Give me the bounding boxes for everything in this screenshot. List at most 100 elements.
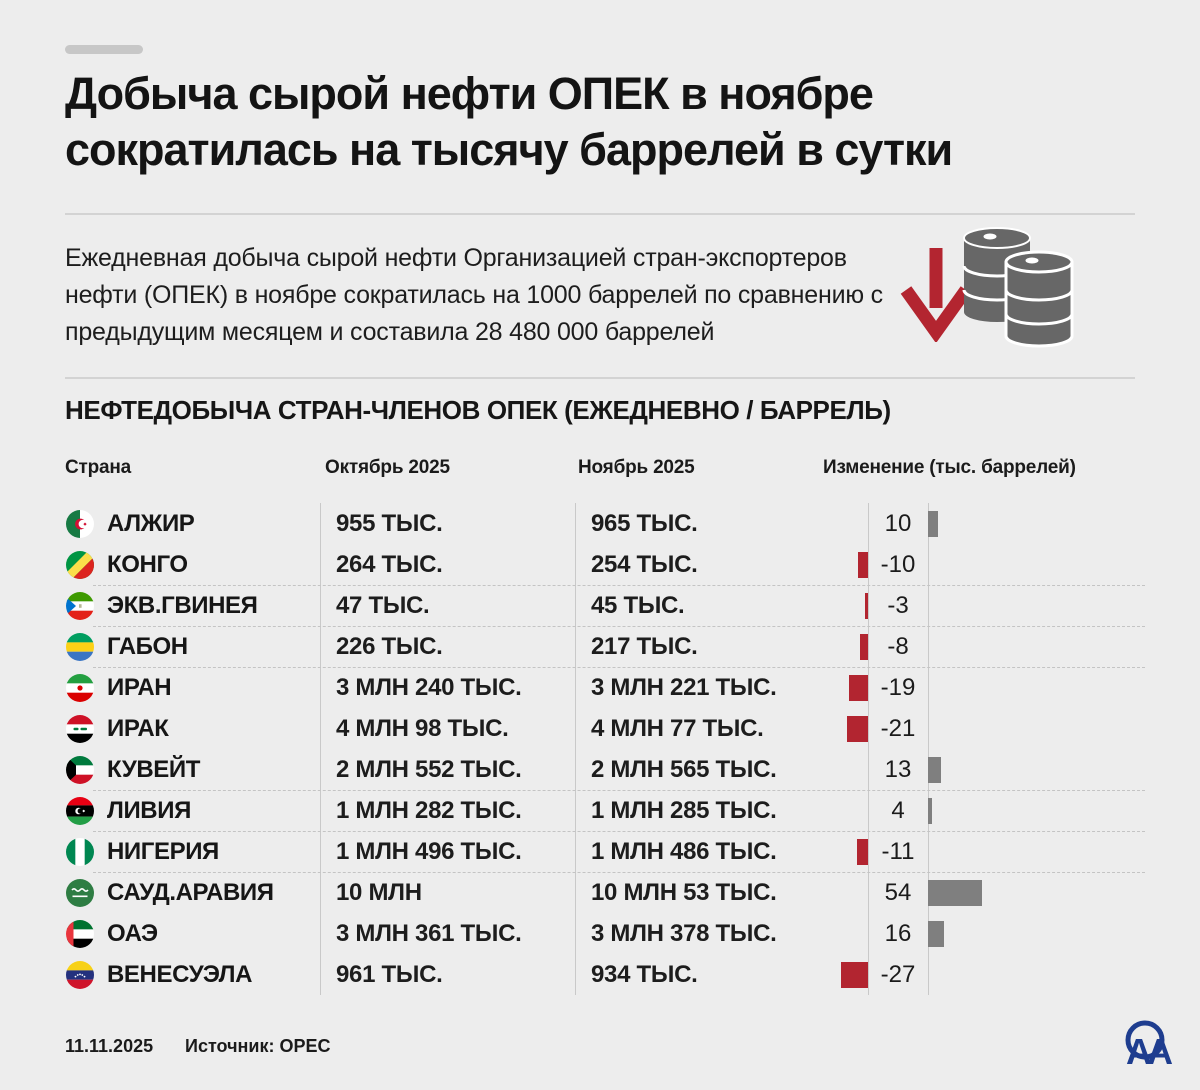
flag-venezuela-icon: [66, 960, 94, 989]
country-cell: ЛИВИЯ: [65, 796, 320, 825]
change-cell: -19: [830, 667, 1135, 708]
change-cell: -3: [830, 585, 1135, 626]
change-axis-line-negative: [868, 503, 869, 995]
change-axis-line-positive: [928, 503, 929, 995]
country-cell: ИРАН: [65, 673, 320, 702]
flag-equatorial-guinea-icon: [66, 591, 94, 620]
october-value: 47 ТЫС.: [336, 591, 430, 619]
column-header-change: Изменение (тыс. баррелей): [823, 457, 1076, 478]
flag-algeria-icon: [66, 509, 94, 538]
change-value: 10: [884, 509, 912, 537]
column-separator-line: [320, 503, 321, 995]
change-bar: [928, 879, 982, 906]
country-name: ИРАН: [107, 673, 172, 701]
flag-nigeria-icon: [66, 837, 94, 866]
flag-uae-icon: [66, 919, 94, 948]
divider-middle: [65, 377, 1135, 379]
november-value: 934 ТЫС.: [591, 960, 698, 988]
country-name: ОАЭ: [107, 919, 158, 947]
october-value: 10 МЛН: [336, 878, 422, 906]
country-cell: САУД.АРАВИЯ: [65, 878, 320, 907]
flag-congo-icon: [66, 550, 94, 579]
source-label: Источник: OPEC: [185, 1036, 331, 1056]
country-name: КОНГО: [107, 550, 188, 578]
country-cell: ГАБОН: [65, 632, 320, 661]
flag-iraq-icon: [66, 714, 94, 743]
flag-saudi-arabia-icon: [66, 878, 94, 907]
anadolu-agency-logo: AA: [1113, 1018, 1178, 1077]
table-row: ОАЭ 3 МЛН 361 ТЫС. 3 МЛН 378 ТЫС. 16: [65, 913, 1135, 954]
november-value: 3 МЛН 221 ТЫС.: [591, 673, 777, 701]
change-value: 54: [884, 878, 912, 906]
change-bar: [928, 797, 932, 824]
table-row: САУД.АРАВИЯ 10 МЛН 10 МЛН 53 ТЫС. 54: [65, 872, 1135, 913]
october-value: 264 ТЫС.: [336, 550, 443, 578]
country-name: САУД.АРАВИЯ: [107, 878, 274, 906]
change-bar: [865, 592, 868, 619]
country-name: АЛЖИР: [107, 509, 195, 537]
country-name: КУВЕЙТ: [107, 755, 201, 783]
column-header-november: Ноябрь 2025: [578, 457, 695, 478]
change-value: -10: [880, 550, 916, 578]
october-value: 226 ТЫС.: [336, 632, 443, 660]
change-bar: [841, 961, 868, 988]
flag-iran-icon: [66, 673, 94, 702]
country-name: ЛИВИЯ: [107, 796, 191, 824]
october-value: 1 МЛН 282 ТЫС.: [336, 796, 522, 824]
change-cell: 16: [830, 913, 1135, 954]
table-row: ГАБОН 226 ТЫС. 217 ТЫС. -8: [65, 626, 1145, 668]
october-value: 961 ТЫС.: [336, 960, 443, 988]
november-value: 45 ТЫС.: [591, 591, 685, 619]
change-cell: 4: [830, 790, 1135, 831]
country-name: ИРАК: [107, 714, 169, 742]
country-cell: ЭКВ.ГВИНЕЯ: [65, 591, 320, 620]
change-cell: 54: [830, 872, 1135, 913]
change-value: 4: [891, 796, 905, 824]
october-value: 2 МЛН 552 ТЫС.: [336, 755, 522, 783]
section-title: НЕФТЕДОБЫЧА СТРАН-ЧЛЕНОВ ОПЕК (ЕЖЕДНЕВНО…: [65, 395, 891, 425]
october-value: 3 МЛН 240 ТЫС.: [336, 673, 522, 701]
table-row: НИГЕРИЯ 1 МЛН 496 ТЫС. 1 МЛН 486 ТЫС. -11: [65, 831, 1145, 873]
country-cell: АЛЖИР: [65, 509, 320, 538]
november-value: 2 МЛН 565 ТЫС.: [591, 755, 777, 783]
table-row: КУВЕЙТ 2 МЛН 552 ТЫС. 2 МЛН 565 ТЫС. 13: [65, 749, 1145, 791]
change-bar: [928, 920, 944, 947]
flag-libya-icon: [66, 796, 94, 825]
change-bar: [847, 715, 868, 742]
october-value: 955 ТЫС.: [336, 509, 443, 537]
november-value: 1 МЛН 486 ТЫС.: [591, 837, 777, 865]
change-cell: -10: [830, 544, 1135, 585]
lead-paragraph: Ежедневная добыча сырой нефти Организаци…: [65, 244, 883, 346]
table-body: АЛЖИР 955 ТЫС. 965 ТЫС. 10 КОНГО 264 ТЫС. 254 …: [65, 503, 1145, 995]
table-row: ИРАК 4 МЛН 98 ТЫС. 4 МЛН 77 ТЫС. -21: [65, 708, 1135, 749]
change-bar: [858, 551, 868, 578]
table-row: ВЕНЕСУЭЛА 961 ТЫС. 934 ТЫС. -27: [65, 954, 1135, 995]
country-cell: ОАЭ: [65, 919, 320, 948]
table-row: АЛЖИР 955 ТЫС. 965 ТЫС. 10: [65, 503, 1135, 544]
change-value: -19: [880, 673, 916, 701]
page-title: Добыча сырой нефти ОПЕК в ноябре сократи…: [65, 68, 953, 175]
october-value: 3 МЛН 361 ТЫС.: [336, 919, 522, 947]
change-cell: 10: [830, 503, 1135, 544]
november-value: 4 МЛН 77 ТЫС.: [591, 714, 764, 742]
table-row: ИРАН 3 МЛН 240 ТЫС. 3 МЛН 221 ТЫС. -19: [65, 667, 1135, 708]
country-name: ВЕНЕСУЭЛА: [107, 960, 253, 988]
change-bar: [849, 674, 868, 701]
divider-top: [65, 213, 1135, 215]
change-cell: -27: [830, 954, 1135, 995]
change-value: -3: [887, 591, 909, 619]
column-header-country: Страна: [65, 457, 132, 478]
publish-date: 11.11.2025: [65, 1036, 154, 1056]
change-value: 16: [884, 919, 912, 947]
october-value: 4 МЛН 98 ТЫС.: [336, 714, 509, 742]
table-row: ЛИВИЯ 1 МЛН 282 ТЫС. 1 МЛН 285 ТЫС. 4: [65, 790, 1145, 832]
november-value: 965 ТЫС.: [591, 509, 698, 537]
change-cell: -8: [830, 626, 1135, 667]
country-cell: НИГЕРИЯ: [65, 837, 320, 866]
change-bar: [928, 756, 941, 783]
flag-kuwait-icon: [66, 755, 94, 784]
country-cell: КОНГО: [65, 550, 320, 579]
oil-barrels-icon: [962, 226, 1074, 353]
table-row: КОНГО 264 ТЫС. 254 ТЫС. -10: [65, 544, 1145, 586]
